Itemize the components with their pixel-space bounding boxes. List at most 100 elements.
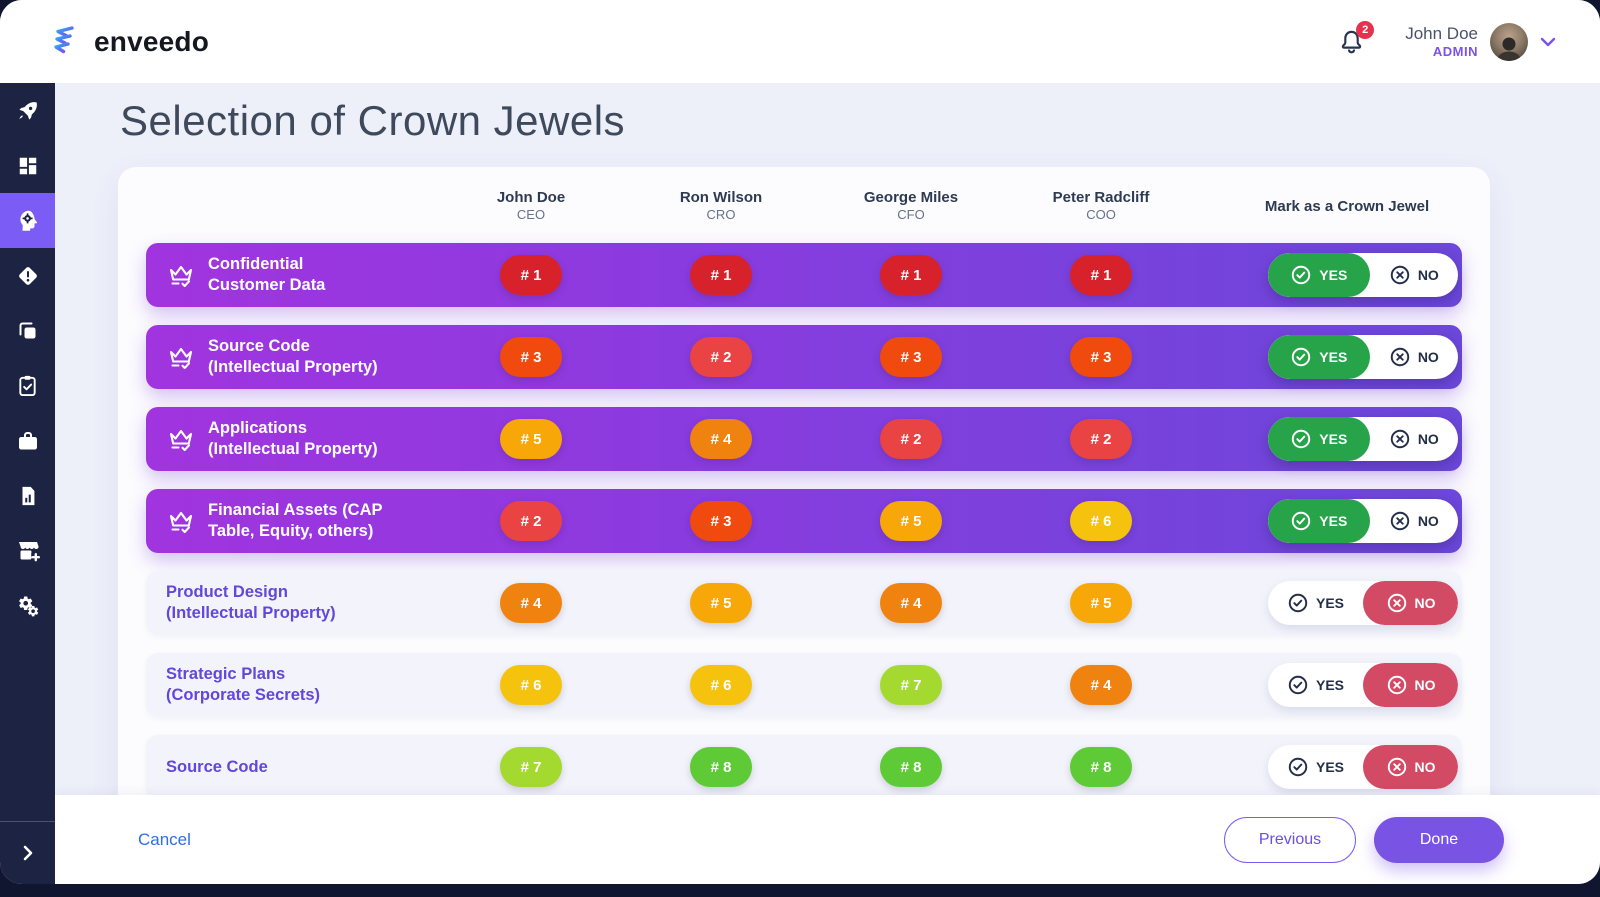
sidebar-item-marketplace[interactable] (0, 523, 55, 578)
toggle-no-label: NO (1417, 513, 1439, 529)
crown-check-icon (166, 507, 196, 535)
toggle-yes-option[interactable]: YES (1268, 745, 1363, 789)
toggle-yes-option[interactable]: YES (1268, 417, 1370, 461)
toggle-yes-option[interactable]: YES (1268, 499, 1370, 543)
user-menu[interactable]: John Doe ADMIN (1405, 22, 1556, 61)
brand-logo[interactable]: enveedo (46, 23, 209, 61)
rank-cell: # 3 (816, 337, 1006, 377)
check-circle-icon (1290, 510, 1312, 532)
rank-badge: # 4 (1070, 665, 1132, 705)
chevron-right-icon (23, 845, 32, 861)
rank-cell: # 6 (626, 665, 816, 705)
exec-name: Peter Radcliff (1052, 188, 1150, 206)
rank-badge: # 4 (880, 583, 942, 623)
bell-icon (1341, 30, 1362, 53)
x-circle-icon (1389, 264, 1411, 286)
toggle-no-option[interactable]: NO (1363, 745, 1458, 789)
table-row: Financial Assets (CAP Table, Equity, othe… (146, 489, 1462, 553)
sidebar-item-launch[interactable] (0, 83, 55, 138)
rank-cell: # 5 (1006, 583, 1196, 623)
toggle-yes-option[interactable]: YES (1268, 663, 1363, 707)
table-row: Confidential Customer Data # 1 # 1 # 1 # 1 YES… (146, 243, 1462, 307)
toggle-no-label: NO (1417, 431, 1439, 447)
exec-role: CRO (706, 207, 736, 223)
rank-badge: # 5 (500, 419, 562, 459)
toggle-yes-label: YES (1319, 431, 1348, 447)
dashboard-icon (17, 155, 39, 177)
toggle-no-option[interactable]: NO (1363, 581, 1458, 625)
x-circle-icon (1389, 510, 1411, 532)
rank-cell: # 3 (436, 337, 626, 377)
sidebar-item-portfolio[interactable] (0, 413, 55, 468)
sidebar-item-tasks[interactable] (0, 358, 55, 413)
rank-badge: # 6 (500, 665, 562, 705)
asset-title: Source Code (166, 757, 268, 776)
rank-cell: # 2 (816, 419, 1006, 459)
toggle-no-option[interactable]: NO (1370, 253, 1458, 297)
rank-badge: # 6 (690, 665, 752, 705)
user-name: John Doe (1405, 23, 1478, 43)
rank-badge: # 2 (880, 419, 942, 459)
check-circle-icon (1287, 756, 1309, 778)
rank-badge: # 1 (690, 255, 752, 295)
toggle-yes-label: YES (1315, 677, 1344, 693)
toggle-no-option[interactable]: NO (1370, 417, 1458, 461)
rank-cell: # 7 (816, 665, 1006, 705)
column-header-4: Peter Radcliff COO (1006, 189, 1196, 224)
cancel-button[interactable]: Cancel (138, 829, 191, 849)
asset-label: Product Design (Intellectual Property) (146, 582, 436, 623)
toggle-no-option[interactable]: NO (1370, 499, 1458, 543)
person-silhouette-icon (1497, 37, 1521, 61)
rank-cell: # 4 (436, 583, 626, 623)
sidebar-item-reports[interactable] (0, 468, 55, 523)
rank-cell: # 5 (626, 583, 816, 623)
asset-title: Strategic Plans (Corporate Secrets) (166, 665, 321, 704)
rank-cell: # 3 (626, 501, 816, 541)
table-row: Applications (Intellectual Property) # 5 # … (146, 407, 1462, 471)
sidebar-divider (0, 821, 55, 822)
toggle-yes-option[interactable]: YES (1268, 335, 1370, 379)
toggle-yes-option[interactable]: YES (1268, 253, 1370, 297)
topbar: enveedo 2 John Doe ADMIN (0, 0, 1600, 83)
check-circle-icon (1287, 592, 1309, 614)
rank-badge: # 7 (500, 747, 562, 787)
rank-badge: # 1 (880, 255, 942, 295)
asset-label: Applications (Intellectual Property) (146, 418, 436, 459)
page-title: Selection of Crown Jewels (120, 97, 626, 144)
check-circle-icon (1287, 674, 1309, 696)
rank-cell: # 5 (816, 501, 1006, 541)
notifications-button[interactable]: 2 (1338, 20, 1375, 56)
sidebar-item-strategy[interactable] (0, 193, 55, 248)
asset-title: Product Design (Intellectual Property) (166, 583, 336, 622)
toggle-no-option[interactable]: NO (1363, 663, 1458, 707)
briefcase-icon (16, 429, 40, 453)
sidebar-item-collections[interactable] (0, 303, 55, 358)
sidebar-item-dashboard[interactable] (0, 138, 55, 193)
sidebar-item-settings[interactable] (0, 578, 55, 633)
gears-icon (15, 593, 41, 619)
toggle-yes-label: YES (1319, 513, 1348, 529)
rank-cell: # 1 (436, 255, 626, 295)
crown-jewel-toggle: YES NO (1268, 499, 1458, 543)
rank-badge: # 4 (500, 583, 562, 623)
sidebar-item-risks[interactable] (0, 248, 55, 303)
previous-button[interactable]: Previous (1224, 816, 1356, 863)
rank-cell: # 4 (626, 419, 816, 459)
toggle-no-label: NO (1414, 595, 1436, 611)
rocket-icon (16, 99, 40, 123)
rank-cell: # 2 (436, 501, 626, 541)
toggle-yes-option[interactable]: YES (1268, 581, 1363, 625)
rank-cell: # 4 (1006, 665, 1196, 705)
table-row: Product Design (Intellectual Property) # 4… (146, 571, 1462, 635)
toggle-no-label: NO (1417, 349, 1439, 365)
rank-cell: # 8 (1006, 747, 1196, 787)
column-header-3: George Miles CFO (816, 189, 1006, 224)
asset-label: Source Code (Intellectual Property) (146, 336, 436, 377)
rank-cell: # 4 (816, 583, 1006, 623)
rank-cell: # 8 (816, 747, 1006, 787)
rank-cell: # 2 (626, 337, 816, 377)
done-button[interactable]: Done (1374, 816, 1504, 863)
sidebar-expand-button[interactable] (0, 822, 55, 884)
toggle-no-option[interactable]: NO (1370, 335, 1458, 379)
